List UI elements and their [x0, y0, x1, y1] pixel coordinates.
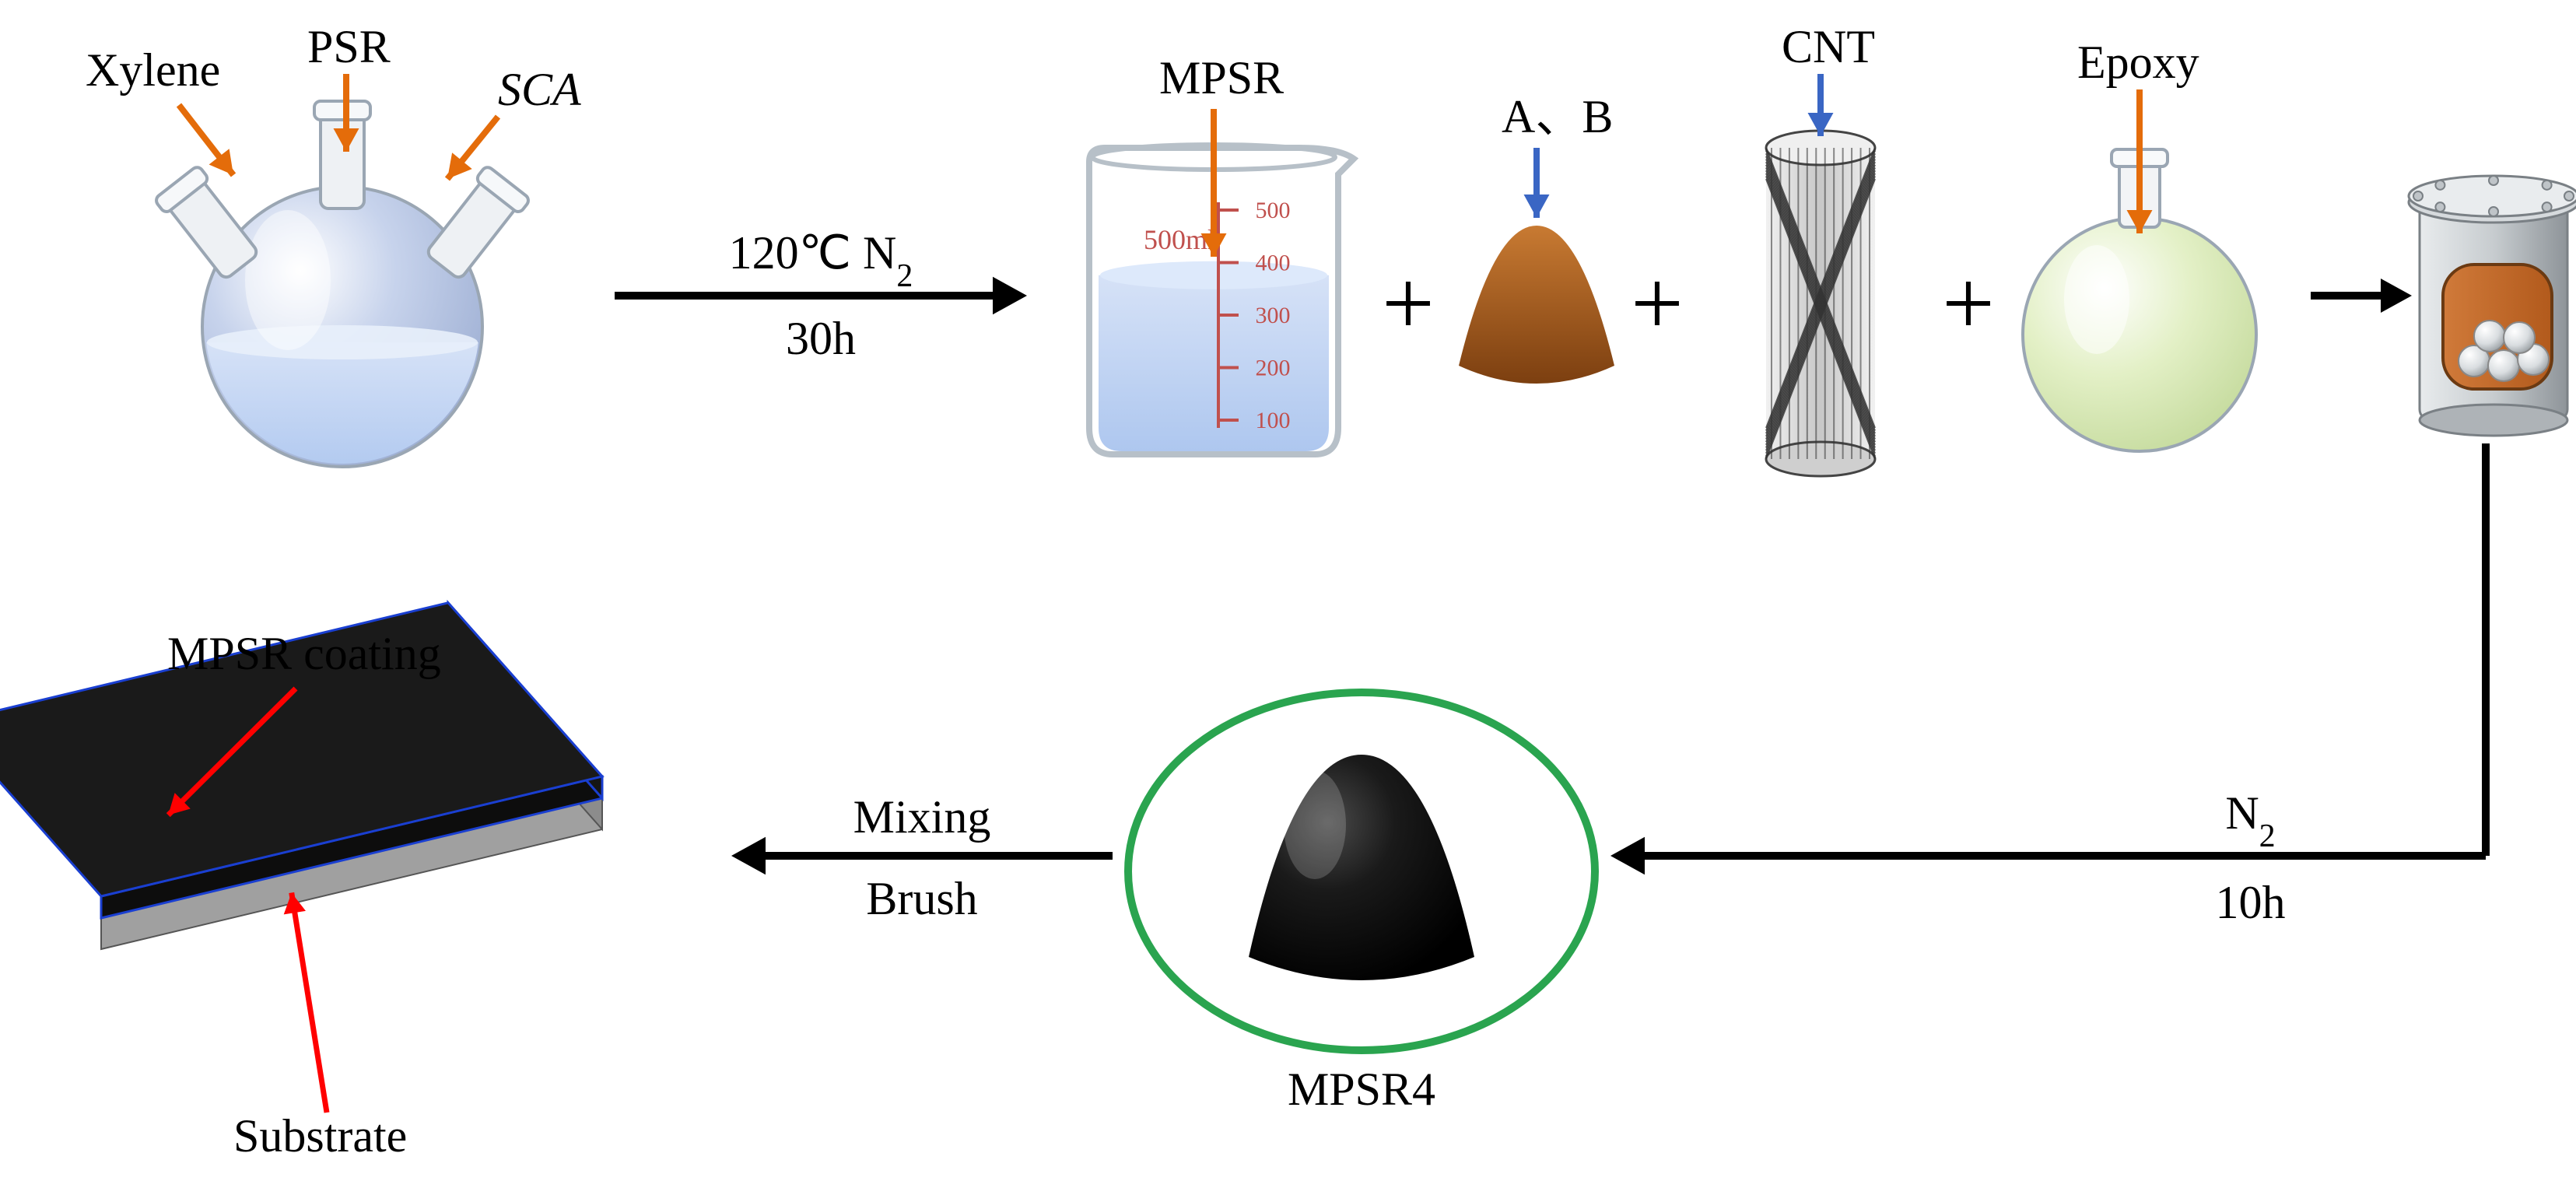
- beaker-tick: 400: [1256, 251, 1291, 276]
- arrow-line: [292, 892, 327, 1113]
- plus-sign: +: [1382, 251, 1435, 355]
- plus-sign: +: [1942, 251, 1995, 355]
- arrow1-top: 120℃ N2: [729, 227, 913, 294]
- arrowhead: [1524, 194, 1550, 218]
- arrowhead: [2381, 279, 2412, 313]
- xylene-label: Xylene: [86, 44, 220, 96]
- ab-label: A、B: [1502, 91, 1613, 142]
- plus-sign: +: [1631, 251, 1684, 355]
- psr-label: PSR: [307, 21, 391, 72]
- mpsr4-pile: [1249, 755, 1474, 980]
- arrowhead: [731, 837, 766, 874]
- ab-pile: [1459, 226, 1614, 384]
- ball-mill: [2409, 176, 2576, 436]
- arrow4-top: Mixing: [853, 791, 991, 843]
- substrate-label: Substrate: [233, 1110, 407, 1162]
- epoxy-label: Epoxy: [2077, 37, 2199, 88]
- arrowhead: [993, 277, 1027, 314]
- cnt: [1766, 131, 1875, 476]
- beaker-tick: 300: [1256, 303, 1291, 328]
- three-neck-flask: [154, 101, 531, 482]
- cnt-label: CNT: [1782, 21, 1875, 72]
- beaker-tick: 100: [1256, 408, 1291, 433]
- beaker: [1089, 145, 1354, 454]
- arrow3-top: N2: [2225, 787, 2275, 854]
- mpsr-label: MPSR: [1159, 52, 1284, 103]
- arrowhead: [1610, 837, 1645, 874]
- beaker-tick: 200: [1256, 356, 1291, 381]
- mpsr4-highlight: [1284, 770, 1346, 879]
- coating-label: MPSR coating: [167, 628, 441, 679]
- beaker-tick: 500: [1256, 198, 1291, 223]
- arrow4-bottom: Brush: [866, 873, 977, 924]
- sca-label: SCA: [498, 64, 581, 115]
- arrow1-bottom: 30h: [786, 313, 856, 364]
- mpsr4-label: MPSR4: [1288, 1064, 1435, 1115]
- arrow3-bottom: 10h: [2216, 877, 2286, 928]
